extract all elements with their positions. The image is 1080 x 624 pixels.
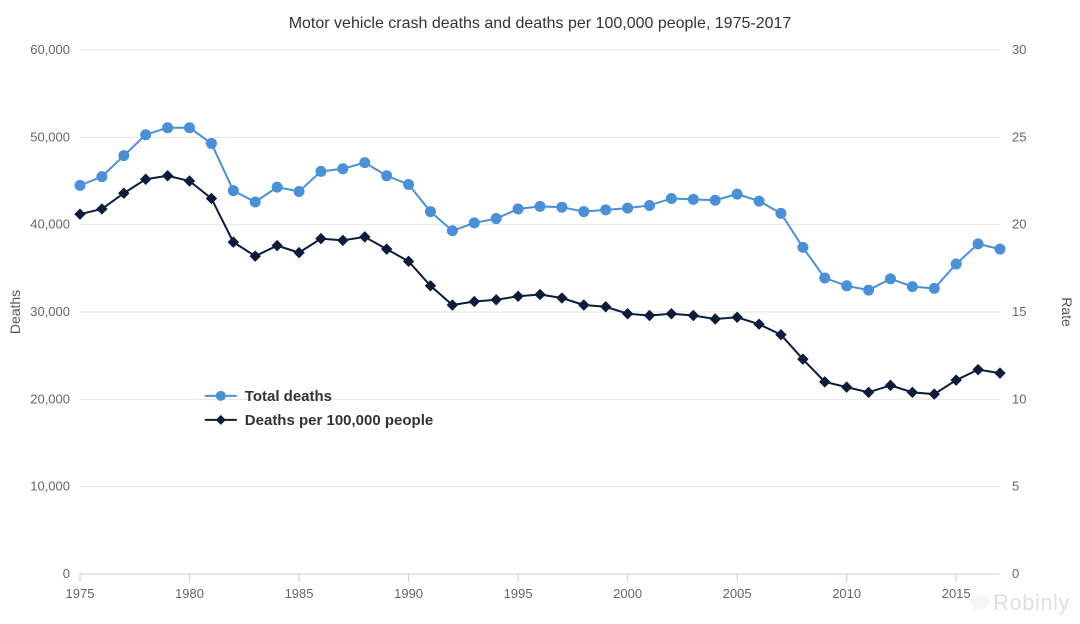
y-left-tick-label: 40,000 <box>30 217 70 232</box>
series-point-total_deaths <box>316 166 326 176</box>
series-point-total_deaths <box>666 193 676 203</box>
series-point-total_deaths <box>447 226 457 236</box>
y-right-tick-label: 0 <box>1012 566 1019 581</box>
series-point-total_deaths <box>382 171 392 181</box>
series-point-total_deaths <box>864 285 874 295</box>
series-point-total_deaths <box>294 186 304 196</box>
chart-svg: Motor vehicle crash deaths and deaths pe… <box>0 0 1080 624</box>
series-point-total_deaths <box>250 197 260 207</box>
series-point-total_deaths <box>185 123 195 133</box>
series-point-total_deaths <box>951 259 961 269</box>
series-point-total_deaths <box>404 179 414 189</box>
chart-container: Motor vehicle crash deaths and deaths pe… <box>0 0 1080 624</box>
series-point-total_deaths <box>929 283 939 293</box>
series-point-total_deaths <box>601 205 611 215</box>
series-point-total_deaths <box>907 282 917 292</box>
y-right-tick-label: 20 <box>1012 217 1026 232</box>
y-left-tick-label: 20,000 <box>30 391 70 406</box>
series-point-total_deaths <box>754 196 764 206</box>
legend-marker-total_deaths <box>216 391 226 401</box>
series-point-total_deaths <box>141 130 151 140</box>
y-right-tick-label: 30 <box>1012 42 1026 57</box>
series-point-total_deaths <box>995 244 1005 254</box>
x-tick-label: 1995 <box>504 586 533 601</box>
series-point-total_deaths <box>645 200 655 210</box>
series-point-total_deaths <box>119 151 129 161</box>
series-point-total_deaths <box>842 281 852 291</box>
y-right-tick-label: 10 <box>1012 391 1026 406</box>
y-right-tick-label: 5 <box>1012 479 1019 494</box>
y-left-axis-label: Deaths <box>7 290 23 334</box>
x-tick-label: 1980 <box>175 586 204 601</box>
series-point-total_deaths <box>360 158 370 168</box>
y-left-tick-label: 60,000 <box>30 42 70 57</box>
x-tick-label: 2000 <box>613 586 642 601</box>
x-tick-label: 2010 <box>832 586 861 601</box>
x-tick-label: 2015 <box>942 586 971 601</box>
series-point-total_deaths <box>425 207 435 217</box>
series-point-total_deaths <box>469 218 479 228</box>
series-point-total_deaths <box>885 274 895 284</box>
series-point-total_deaths <box>75 180 85 190</box>
series-point-total_deaths <box>228 186 238 196</box>
series-point-total_deaths <box>535 201 545 211</box>
x-tick-label: 1975 <box>66 586 95 601</box>
series-point-total_deaths <box>272 182 282 192</box>
series-point-total_deaths <box>732 189 742 199</box>
chart-title: Motor vehicle crash deaths and deaths pe… <box>289 15 792 32</box>
series-point-total_deaths <box>97 172 107 182</box>
y-right-axis-label: Rate <box>1059 297 1075 327</box>
series-point-total_deaths <box>206 138 216 148</box>
x-tick-label: 1990 <box>394 586 423 601</box>
x-tick-label: 2005 <box>723 586 752 601</box>
series-point-total_deaths <box>776 208 786 218</box>
series-point-total_deaths <box>798 242 808 252</box>
legend-label-total_deaths: Total deaths <box>245 388 332 405</box>
series-point-total_deaths <box>688 194 698 204</box>
series-point-total_deaths <box>710 195 720 205</box>
series-point-total_deaths <box>973 239 983 249</box>
series-point-total_deaths <box>557 202 567 212</box>
series-point-total_deaths <box>338 164 348 174</box>
legend-label-rate_per_100k: Deaths per 100,000 people <box>245 412 433 429</box>
series-point-total_deaths <box>820 273 830 283</box>
y-right-tick-label: 15 <box>1012 304 1026 319</box>
series-point-total_deaths <box>491 214 501 224</box>
y-left-tick-label: 50,000 <box>30 129 70 144</box>
series-point-total_deaths <box>579 207 589 217</box>
y-left-tick-label: 30,000 <box>30 304 70 319</box>
series-point-total_deaths <box>513 204 523 214</box>
series-point-total_deaths <box>623 203 633 213</box>
y-left-tick-label: 10,000 <box>30 479 70 494</box>
series-point-total_deaths <box>163 123 173 133</box>
y-left-tick-label: 0 <box>63 566 70 581</box>
y-right-tick-label: 25 <box>1012 129 1026 144</box>
x-tick-label: 1985 <box>285 586 314 601</box>
